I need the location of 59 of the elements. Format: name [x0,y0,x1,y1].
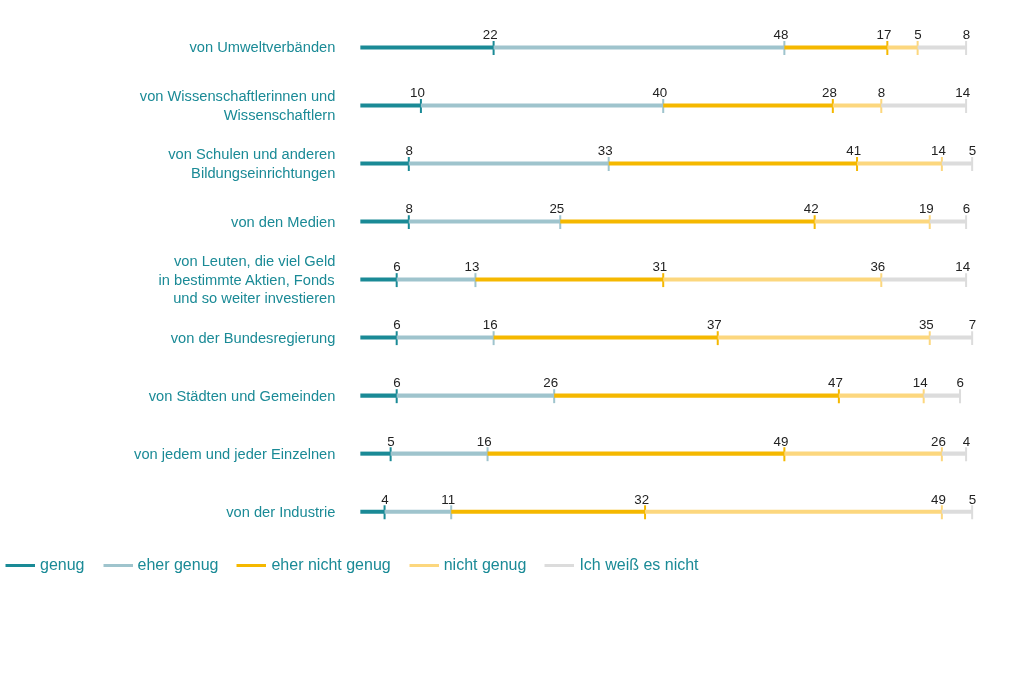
data-label: 10 [410,85,425,101]
legend-label: eher genug [137,556,219,574]
data-label: 14 [931,143,947,159]
data-label: 19 [918,201,934,217]
data-label: 16 [476,433,492,449]
data-label: 13 [464,259,480,275]
data-label: 8 [877,85,886,101]
data-label: 14 [955,85,971,101]
y-tick-label: von Städten und Gemeinden [148,387,336,404]
data-label: 32 [634,491,650,507]
y-tick-label: von Umweltverbänden [189,39,336,56]
data-label: 49 [773,433,789,449]
y-tick-label: von Leuten, die viel Geld in bestimmte Aktien, Fonds und so weiter investieren [158,253,336,306]
data-label: 47 [828,375,843,391]
data-label: 49 [931,491,946,507]
data-label: 41 [846,143,862,159]
y-tick-label: von jedem und jeder Einzelnen [134,445,336,462]
data-label: 8 [962,27,971,43]
data-label: 11 [441,491,456,507]
data-label: 31 [652,259,668,275]
data-label: 48 [773,27,789,43]
data-label: 8 [405,201,413,217]
data-label: 6 [393,375,401,391]
data-label: 6 [393,317,401,333]
legend-label: nicht genug [443,556,527,574]
data-label: 5 [968,143,977,159]
legend-label: Ich weiß es nicht [579,556,699,574]
data-label: 26 [543,375,559,391]
data-label: 42 [803,201,819,217]
data-label: 26 [931,433,946,449]
y-tick-label: von Wissenschaftlerinnen und Wissenschaftlern [139,88,336,123]
legend-label: genug [40,556,85,574]
y-tick-label: von Schulen und anderen Bildungseinrichtungen [168,146,336,181]
data-label: 6 [962,201,971,217]
data-label: 33 [597,143,613,159]
data-label: 16 [482,317,498,333]
data-label: 5 [914,27,922,43]
data-label: 37 [706,317,722,333]
data-label: 6 [956,375,965,391]
data-label: 5 [387,433,395,449]
data-label: 4 [381,491,390,507]
legend-label: eher nicht genug [271,556,391,574]
data-label: 5 [968,491,977,507]
data-label: 25 [549,201,565,217]
data-label: 22 [482,27,498,43]
data-label: 40 [652,85,668,101]
data-label: 8 [405,143,413,159]
y-tick-label: von der Industrie [226,503,336,520]
data-label: 28 [822,85,837,101]
data-label: 14 [955,259,971,275]
data-label: 17 [876,27,892,43]
data-label: 35 [918,317,934,333]
y-tick-label: von den Medien [231,213,336,230]
data-label: 7 [968,317,977,333]
data-label: 36 [870,259,886,275]
data-label: 4 [962,433,971,449]
data-label: 14 [912,375,929,391]
data-label: 6 [393,259,401,275]
y-tick-label: von der Bundesregierung [170,329,336,346]
